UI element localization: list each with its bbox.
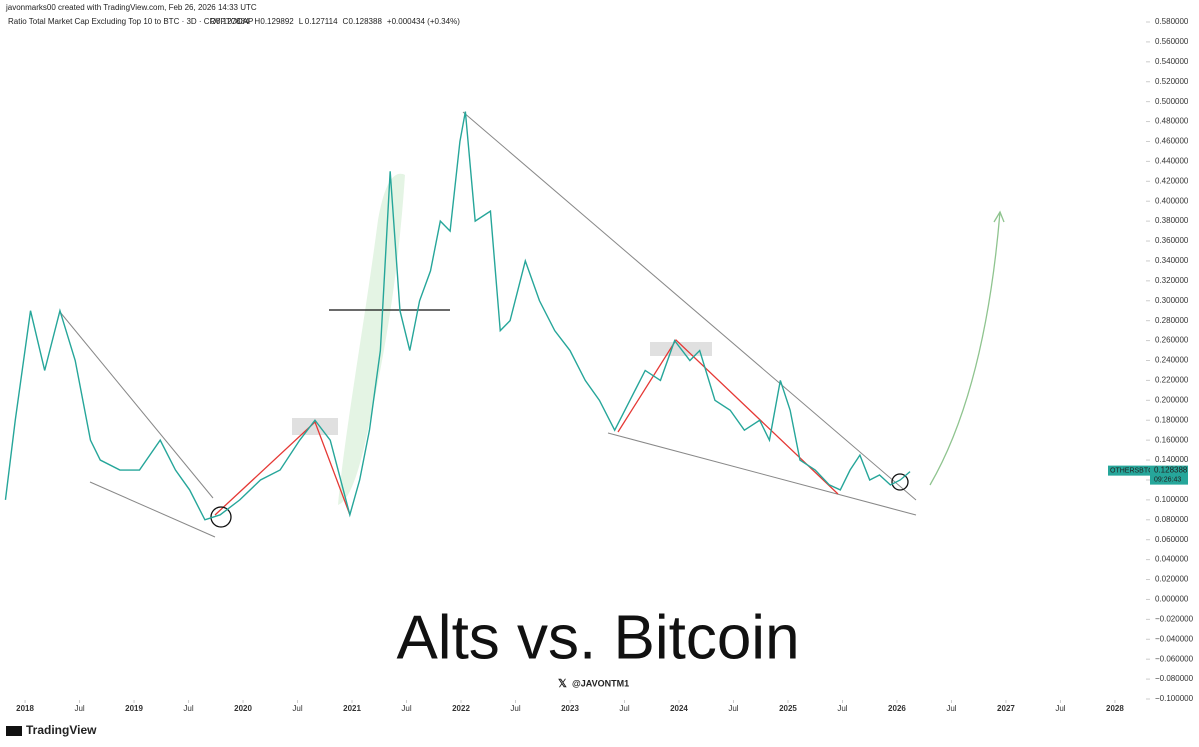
y-tick-label: 0.360000 xyxy=(1155,236,1189,245)
circle-marker xyxy=(210,506,232,528)
x-tick-label: 2025 xyxy=(779,704,797,713)
countdown: 09:26:43 xyxy=(1154,476,1181,483)
y-tick-label: 0.180000 xyxy=(1155,415,1189,424)
price-tag xyxy=(1150,465,1188,485)
y-tick-label: 0.200000 xyxy=(1155,395,1189,404)
x-tick-label: 2026 xyxy=(888,704,906,713)
y-tick-label: 0.320000 xyxy=(1155,276,1189,285)
y-tick-label: 0.500000 xyxy=(1155,97,1189,106)
price-line xyxy=(4,111,911,521)
drawings xyxy=(59,111,1005,538)
x-tick-label: 2028 xyxy=(1106,704,1124,713)
ohlc-value: 0.127884 xyxy=(216,17,250,26)
x-tick-label: Jul xyxy=(183,704,193,713)
ohlc-key: C xyxy=(343,17,349,26)
y-tick-label: −0.080000 xyxy=(1155,674,1194,683)
y-tick-label: 0.240000 xyxy=(1155,356,1189,365)
price-tag-label: 0.128388 xyxy=(1154,466,1188,475)
x-tick-label: Jul xyxy=(619,704,629,713)
logo-icon xyxy=(6,726,22,736)
y-tick-label: 0.080000 xyxy=(1155,515,1189,524)
circle-marker xyxy=(891,473,909,491)
y-tick-label: 0.420000 xyxy=(1155,176,1189,185)
x-tick-label: 2018 xyxy=(16,704,34,713)
y-tick-label: 0.440000 xyxy=(1155,156,1189,165)
chart-title: Alts vs. Bitcoin xyxy=(396,603,799,672)
symbol-tag xyxy=(1108,465,1150,476)
trendline xyxy=(607,432,917,516)
ohlc-key: O xyxy=(210,17,216,26)
ohlc-key: H xyxy=(254,17,260,26)
y-tick-label: 0.460000 xyxy=(1155,137,1189,146)
trendline xyxy=(59,311,214,499)
x-tick-label: 2023 xyxy=(561,704,579,713)
box xyxy=(292,418,338,435)
x-tick-label: Jul xyxy=(946,704,956,713)
y-tick-label: −0.040000 xyxy=(1155,634,1194,643)
y-tick-label: 0.400000 xyxy=(1155,196,1189,205)
change: +0.000434 (+0.34%) xyxy=(387,17,460,26)
y-tick-label: 0.540000 xyxy=(1155,57,1189,66)
trendline xyxy=(462,111,917,501)
y-tick-label: 0.260000 xyxy=(1155,336,1189,345)
y-tick-label: 0.280000 xyxy=(1155,316,1189,325)
y-tick-label: 0.300000 xyxy=(1155,296,1189,305)
y-tick-label: 0.020000 xyxy=(1155,575,1189,584)
y-tick-label: −0.060000 xyxy=(1155,654,1194,663)
projection-arrow xyxy=(929,211,1001,486)
x-tick-label: Jul xyxy=(292,704,302,713)
y-tick-label: 0.560000 xyxy=(1155,37,1189,46)
y-tick-label: 0.580000 xyxy=(1155,17,1189,26)
x-tick-label: 2020 xyxy=(234,704,252,713)
ohlc-value: 0.128388 xyxy=(349,17,383,26)
handle: @JAVONTM1 xyxy=(572,678,629,688)
x-tick-label: Jul xyxy=(401,704,411,713)
y-tick-label: 0.340000 xyxy=(1155,256,1189,265)
y-tick-label: 0.160000 xyxy=(1155,435,1189,444)
ohlc-value: 0.129892 xyxy=(260,17,294,26)
x-tick-label: Jul xyxy=(1055,704,1065,713)
x-tick-label: Jul xyxy=(837,704,847,713)
brand: TradingView xyxy=(26,723,97,737)
x-tick-label: 2027 xyxy=(997,704,1015,713)
x-tick-label: Jul xyxy=(728,704,738,713)
trendline xyxy=(89,481,216,538)
y-tick-label: 0.040000 xyxy=(1155,555,1189,564)
x-tick-label: Jul xyxy=(510,704,520,713)
x-tick-label: 2024 xyxy=(670,704,688,713)
path-drawing xyxy=(617,338,839,495)
ohlc-value: 0.127114 xyxy=(305,17,338,26)
ohlc: O 0.127884 H 0.129892 L 0.127114 C 0.128388 +0.0… xyxy=(210,17,460,26)
y-tick-label: −0.020000 xyxy=(1155,614,1194,623)
ohlc-key: L xyxy=(299,17,304,26)
y-tick-label: 0.140000 xyxy=(1155,455,1189,464)
x-tick-label: 2021 xyxy=(343,704,361,713)
y-tick-label: 0.380000 xyxy=(1155,216,1189,225)
y-tick-label: 0.100000 xyxy=(1155,495,1189,504)
highlight-zone xyxy=(338,173,405,505)
arrow-head xyxy=(993,210,1005,223)
path-drawing xyxy=(214,420,351,516)
credit: javonmarks00 created with TradingView.co… xyxy=(5,3,257,12)
y-tick-label: 0.000000 xyxy=(1155,595,1189,604)
x-tick-label: 2019 xyxy=(125,704,143,713)
y-tick-label: 0.220000 xyxy=(1155,376,1189,385)
x-logo: 𝕏 xyxy=(558,678,567,690)
y-tick-label: 0.520000 xyxy=(1155,77,1189,86)
y-tick-label: 0.060000 xyxy=(1155,535,1189,544)
y-tick-label: −0.100000 xyxy=(1155,694,1194,703)
symbol: Ratio Total Market Cap Excluding Top 10 … xyxy=(8,17,253,26)
x-tick-label: 2022 xyxy=(452,704,470,713)
y-tick-label: 0.480000 xyxy=(1155,117,1189,126)
x-tick-label: Jul xyxy=(74,704,84,713)
symbol-tag-label: OTHERSBTC xyxy=(1110,467,1153,474)
